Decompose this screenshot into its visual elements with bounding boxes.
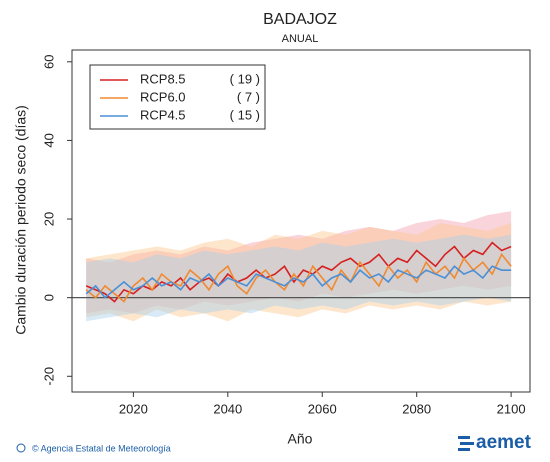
- chart-title: BADAJOZ: [263, 11, 337, 28]
- x-tick-label: 2080: [402, 401, 431, 416]
- plot-frame: [71, 49, 531, 393]
- legend-label: RCP8.5: [140, 71, 186, 86]
- x-tick-label: 2100: [497, 401, 526, 416]
- y-tick-label: -20: [41, 367, 56, 386]
- y-tick-label: 40: [41, 133, 56, 147]
- x-tick-label: 2020: [119, 401, 148, 416]
- y-tick-label: 0: [41, 294, 56, 301]
- range-band: [86, 234, 512, 322]
- legend-count: ( 19 ): [230, 71, 260, 86]
- legend-count: ( 15 ): [230, 107, 260, 122]
- y-tick-label: 20: [41, 212, 56, 226]
- series-line: [85, 241, 512, 303]
- x-tick-label: 2060: [308, 401, 337, 416]
- y-axis-label: Cambio duración periodo seco (días): [13, 105, 29, 335]
- legend-count: ( 7 ): [237, 89, 260, 104]
- series-line: [85, 265, 512, 299]
- y-tick-label: 60: [41, 55, 56, 69]
- logo-icon: [458, 436, 474, 451]
- legend-box: [89, 64, 266, 130]
- chart-subtitle: ANUAL: [282, 33, 319, 45]
- legend-label: RCP6.0: [140, 89, 186, 104]
- range-band: [86, 222, 512, 322]
- footer: © Agencia Estatal de Meteorología: [32, 443, 171, 453]
- legend-label: RCP4.5: [140, 107, 186, 122]
- footer-icon: [16, 443, 26, 453]
- logo: aemet: [476, 432, 532, 453]
- x-axis-label: Año: [288, 431, 313, 447]
- x-tick-label: 2040: [213, 401, 242, 416]
